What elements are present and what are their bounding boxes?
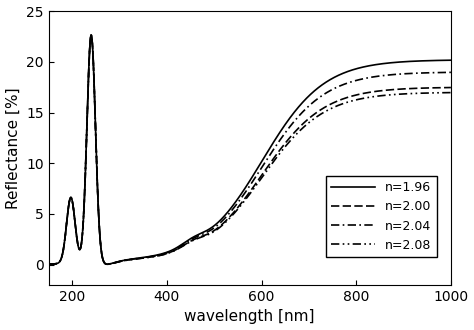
X-axis label: wavelength [nm]: wavelength [nm] xyxy=(184,310,315,324)
n=2.00 xyxy=(397,87,403,91)
n=2.00 xyxy=(218,224,223,228)
n=2.00 xyxy=(440,86,446,90)
n=2.08 xyxy=(88,33,94,37)
n=1.96 xyxy=(218,218,223,222)
n=2.04 xyxy=(92,96,98,100)
n=2.04 xyxy=(440,71,446,75)
n=2.04 xyxy=(218,220,223,224)
Line: n=2.04: n=2.04 xyxy=(49,35,451,264)
n=2.04 xyxy=(397,72,403,76)
n=1.96 xyxy=(116,259,121,263)
n=2.04 xyxy=(201,232,206,236)
n=2.00 xyxy=(448,85,454,89)
n=2.00 xyxy=(46,262,52,266)
n=2.08 xyxy=(440,91,446,95)
Line: n=2.00: n=2.00 xyxy=(49,35,451,264)
Line: n=2.08: n=2.08 xyxy=(49,35,451,264)
n=1.96 xyxy=(92,96,98,100)
n=2.00 xyxy=(201,234,206,238)
Legend: n=1.96, n=2.00, n=2.04, n=2.08: n=1.96, n=2.00, n=2.04, n=2.08 xyxy=(327,176,437,257)
Line: n=1.96: n=1.96 xyxy=(49,35,451,264)
n=1.96 xyxy=(88,33,94,37)
n=2.00 xyxy=(105,262,110,266)
n=2.04 xyxy=(46,262,52,266)
n=2.04 xyxy=(448,70,454,74)
n=2.00 xyxy=(92,96,98,100)
n=2.08 xyxy=(46,262,52,266)
n=2.04 xyxy=(116,260,121,264)
n=2.08 xyxy=(116,260,121,264)
n=2.00 xyxy=(88,33,94,37)
n=1.96 xyxy=(448,58,454,62)
Y-axis label: Reflectance [%]: Reflectance [%] xyxy=(6,87,20,209)
n=2.08 xyxy=(397,92,403,96)
n=1.96 xyxy=(201,230,206,234)
n=1.96 xyxy=(46,262,52,266)
n=2.00 xyxy=(116,260,121,264)
n=2.08 xyxy=(201,235,206,239)
n=2.04 xyxy=(88,33,94,37)
n=2.08 xyxy=(105,262,110,266)
n=2.08 xyxy=(448,91,454,95)
n=2.08 xyxy=(218,225,223,229)
n=2.08 xyxy=(92,96,98,100)
n=2.04 xyxy=(105,262,110,266)
n=1.96 xyxy=(397,60,403,64)
n=1.96 xyxy=(440,58,446,62)
n=1.96 xyxy=(105,262,110,266)
